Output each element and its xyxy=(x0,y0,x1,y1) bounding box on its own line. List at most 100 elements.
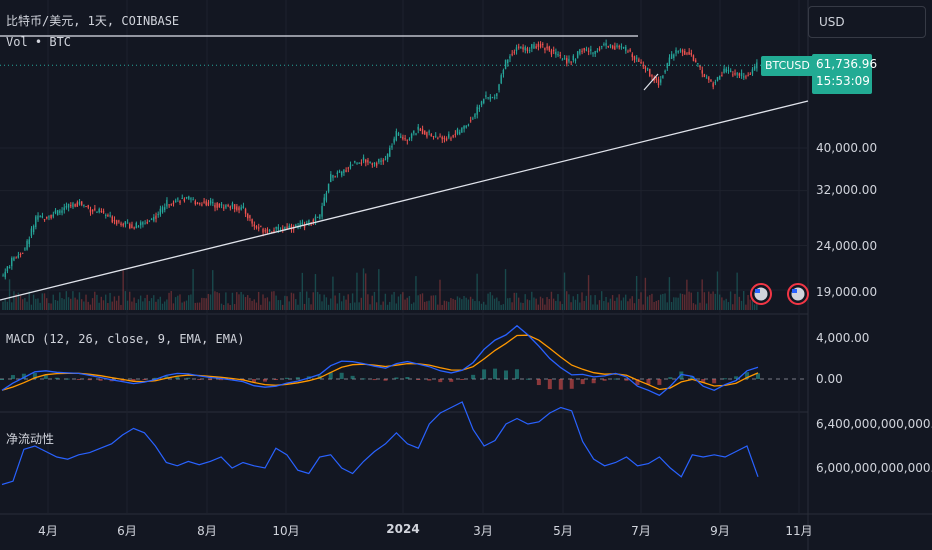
candle-body xyxy=(50,214,52,219)
volume-bar xyxy=(290,292,293,310)
volume-bar xyxy=(640,292,642,310)
volume-bar xyxy=(378,269,380,310)
volume-bar xyxy=(432,295,435,310)
volume-bar xyxy=(450,297,452,310)
macd-histogram-bar xyxy=(657,379,662,385)
volume-bar xyxy=(555,300,557,310)
candle-body xyxy=(384,159,387,161)
volume-bar xyxy=(751,299,754,310)
candle-body xyxy=(104,214,107,216)
candle-body xyxy=(692,55,695,62)
volume-bar xyxy=(399,294,402,310)
volume-bar xyxy=(170,291,172,310)
macd-histogram-bar xyxy=(32,373,37,379)
macd-tick: 4,000.00 xyxy=(816,331,870,345)
macd-histogram-bar xyxy=(646,379,651,385)
volume-bar xyxy=(467,299,470,310)
candle-body xyxy=(555,51,557,55)
volume-bar xyxy=(522,302,524,310)
volume-bar xyxy=(721,297,723,310)
volume-bar xyxy=(113,296,116,310)
volume-bar xyxy=(120,304,122,310)
volume-bar xyxy=(312,292,314,310)
candle-body xyxy=(362,157,365,161)
volume-bar xyxy=(271,291,273,310)
candle-body xyxy=(286,226,288,229)
macd-histogram-bar xyxy=(197,379,202,380)
candle-body xyxy=(585,49,588,51)
candle-body xyxy=(410,134,413,139)
candle-body xyxy=(662,75,664,79)
volume-bar xyxy=(340,301,343,310)
liquidity-tick: 6,000,000,000,000.00 xyxy=(816,461,932,475)
candle-body xyxy=(369,161,371,163)
macd-histogram-bar xyxy=(120,379,125,382)
volume-bar xyxy=(102,300,105,310)
candle-body xyxy=(37,215,39,220)
volume-bar xyxy=(50,303,52,310)
candle-body xyxy=(402,136,404,140)
volume-bar xyxy=(699,302,701,310)
candle-body xyxy=(48,216,50,218)
volume-bar xyxy=(306,291,308,310)
volume-bar xyxy=(478,301,481,310)
candle-body xyxy=(332,175,334,178)
macd-histogram-bar xyxy=(284,377,289,379)
volume-bar xyxy=(727,302,730,310)
candle-body xyxy=(502,69,505,75)
volume-bar xyxy=(74,297,76,310)
volume-bar xyxy=(347,294,349,310)
candle-body xyxy=(616,45,618,47)
volume-bar xyxy=(616,297,618,310)
candle-body xyxy=(703,74,706,78)
volume-bar xyxy=(448,301,450,310)
volume-bar xyxy=(413,302,415,310)
candle-body xyxy=(375,162,378,166)
candle-body xyxy=(100,210,103,212)
volume-bar xyxy=(94,291,96,310)
candle-body xyxy=(323,197,325,206)
volume-bar xyxy=(472,298,474,310)
candle-body xyxy=(537,43,540,47)
volume-bar xyxy=(458,297,461,310)
volume-bar xyxy=(181,302,183,310)
volume-bar xyxy=(321,301,323,310)
macd-histogram-bar xyxy=(536,379,541,386)
volume-bar xyxy=(218,293,220,310)
candle-body xyxy=(635,57,638,59)
candle-body xyxy=(255,226,258,228)
volume-bar xyxy=(500,304,502,310)
candle-body xyxy=(587,50,590,52)
volume-bar xyxy=(410,303,413,310)
macd-histogram-bar xyxy=(350,375,355,379)
candle-body xyxy=(349,164,352,168)
macd-histogram-bar xyxy=(10,375,15,379)
currency-selector[interactable]: USD xyxy=(808,6,926,38)
candle-body xyxy=(620,46,623,48)
candle-body xyxy=(570,61,572,63)
volume-bar xyxy=(734,293,736,310)
time-tick: 11月 xyxy=(785,524,813,538)
candle-body xyxy=(6,266,9,272)
volume-bar xyxy=(437,304,439,310)
volume-bar xyxy=(4,299,6,310)
volume-bar xyxy=(216,292,218,310)
candle-body xyxy=(397,132,400,136)
candle-body xyxy=(725,68,727,73)
candle-body xyxy=(673,54,675,58)
time-tick: 6月 xyxy=(117,524,137,538)
volume-bar xyxy=(78,292,81,310)
candle-body xyxy=(640,61,642,64)
candle-body xyxy=(511,53,513,55)
candle-body xyxy=(454,133,456,135)
candle-body xyxy=(668,57,671,65)
candle-body xyxy=(419,128,422,131)
candle-body xyxy=(65,206,68,208)
macd-histogram-bar xyxy=(142,379,147,380)
volume-bar xyxy=(43,293,46,310)
volume-bar xyxy=(627,301,629,310)
volume-bar xyxy=(657,300,660,310)
candle-body xyxy=(476,106,478,115)
volume-bar xyxy=(354,302,356,310)
